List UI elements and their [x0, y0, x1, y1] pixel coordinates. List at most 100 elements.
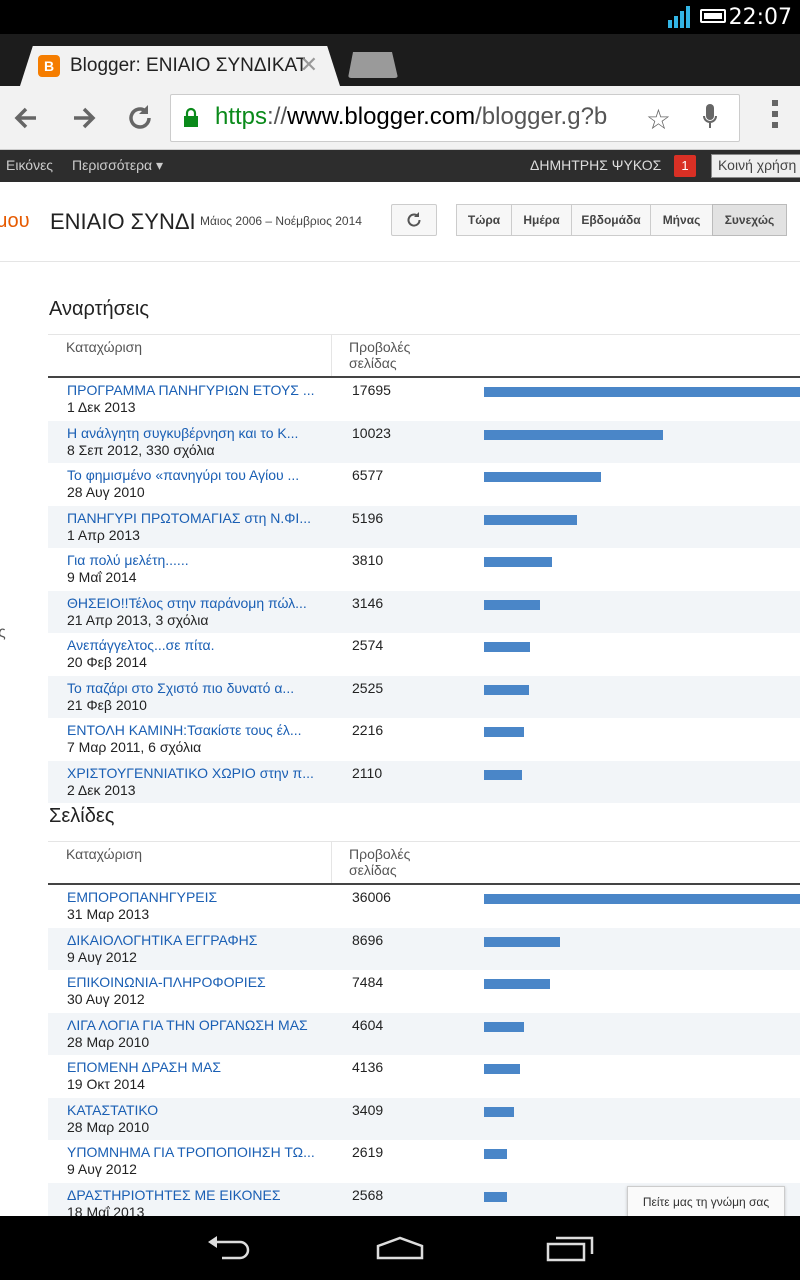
sidebar-fragment: ς [0, 624, 6, 641]
entry-link[interactable]: Το φημισμένο «πανηγύρι του Αγίου ... [67, 467, 300, 483]
entry-meta: 28 Μαρ 2010 [67, 1118, 150, 1135]
views-bar [484, 1106, 514, 1117]
entry-views: 2110 [352, 764, 383, 781]
entry-link[interactable]: Η ανάλγητη συγκυβέρνηση και το Κ... [67, 424, 299, 441]
views-bar [484, 1064, 520, 1074]
address-bar[interactable]: https://www.blogger.com/blogger.g?b ☆ [170, 94, 740, 142]
overflow-menu-icon[interactable] [770, 100, 780, 134]
tab-strip: B Blogger: ΕΝΙΑΙΟ ΣΥΝΔΙΚΑΤ ✕ [0, 34, 800, 86]
bookmark-star-icon[interactable]: ☆ [645, 104, 671, 135]
date-range: Μάιος 2006 – Νοέμβριος 2014 [200, 214, 362, 228]
entry-link[interactable]: ΚΑΤΑΣΤΑΤΙΚΟ [67, 1101, 159, 1118]
entry-link[interactable]: ΧΡΙΣΤΟΥΓΕΝΝΙΑΤΙΚΟ ΧΩΡΙΟ στην π... [67, 764, 314, 781]
status-bar: 22:07 [0, 0, 800, 34]
entry-views: 5196 [352, 509, 384, 526]
views-bar [484, 894, 800, 904]
entry-views: 36006 [352, 889, 391, 905]
entry-meta: 9 Μαΐ 2014 [67, 569, 137, 585]
entry-views: 10023 [352, 424, 391, 441]
entry-meta: 2 Δεκ 2013 [67, 781, 136, 798]
entry-views: 7484 [352, 974, 384, 990]
views-bar [484, 599, 540, 610]
google-bar: Εικόνες Περισσότερα ▾ ΔΗΜΗΤΡΗΣ ΨΥΚΟΣ 1 Κ… [0, 150, 800, 182]
brand-fragment: μου [0, 210, 30, 232]
entry-link[interactable]: Για πολύ μελέτη...... [67, 552, 189, 568]
entry-views: 8696 [352, 931, 384, 948]
tab-close-icon[interactable]: ✕ [299, 52, 318, 77]
user-name[interactable]: ΔΗΜΗΤΡΗΣ ΨΥΚΟΣ [530, 157, 662, 173]
entry-meta: 28 Μαρ 2010 [67, 1033, 150, 1050]
table-row: ΛΙΓΑ ΛΟΓΙΑ ΓΙΑ ΤΗΝ ΟΡΓΑΝΩΣΗ ΜΑΣ 28 Μαρ 20… [48, 1012, 800, 1055]
table-row: Η ανάλγητη συγκυβέρνηση και το Κ... 8 Σεπ… [48, 420, 800, 463]
microphone-icon[interactable] [703, 104, 717, 132]
time-button-week[interactable]: Εβδομάδα [571, 204, 651, 236]
column-views: Προβολές σελίδας [349, 846, 411, 878]
entry-meta: 1 Απρ 2013 [67, 526, 140, 543]
entry-link[interactable]: ΥΠΟΜΝΗΜΑ ΓΙΑ ΤΡΟΠΟΠΟΙΗΣΗ ΤΩ... [67, 1144, 315, 1160]
entry-link[interactable]: Ανεπάγγελτος...σε πίτα. [67, 637, 215, 653]
time-button-all[interactable]: Συνεχώς [712, 204, 787, 236]
table-row: ΔΙΚΑΙΟΛΟΓΗΤΙΚΑ ΕΓΓΡΑΦΗΣ 9 Αυγ 2012 8696 [48, 927, 800, 970]
views-bar [484, 936, 560, 947]
views-bar [484, 472, 601, 482]
entry-link[interactable]: ΕΠΟΜΕΝΗ ΔΡΑΣΗ ΜΑΣ [67, 1059, 221, 1075]
browser-tab[interactable]: B Blogger: ΕΝΙΑΙΟ ΣΥΝΔΙΚΑΤ ✕ [20, 46, 340, 86]
more-link[interactable]: Περισσότερα ▾ [72, 157, 164, 173]
entry-link[interactable]: ΘΗΣΕΙΟ!!Τέλος στην παράνομη πώλ... [67, 594, 307, 611]
table-row: ΚΑΤΑΣΤΑΤΙΚΟ 28 Μαρ 2010 3409 [48, 1097, 800, 1140]
new-tab-button[interactable] [348, 52, 398, 78]
forward-arrow-icon[interactable] [68, 102, 100, 134]
entry-views: 2216 [352, 722, 384, 738]
android-nav-bar [0, 1216, 800, 1280]
entry-meta: 19 Οκτ 2014 [67, 1076, 145, 1092]
entry-link[interactable]: ΔΡΑΣΤΗΡΙΟΤΗΤΕΣ ΜΕ ΕΙΚΟΝΕΣ [67, 1186, 281, 1203]
images-link[interactable]: Εικόνες [6, 157, 54, 173]
views-bar [484, 684, 529, 695]
entry-link[interactable]: ΕΝΤΟΛΗ ΚΑΜΙΝΗ:Τσακίστε τους έλ... [67, 722, 302, 738]
entry-link[interactable]: ΔΙΚΑΙΟΛΟΓΗΤΙΚΑ ΕΓΓΡΑΦΗΣ [67, 931, 258, 948]
table-row: ΕΝΤΟΛΗ ΚΑΜΙΝΗ:Τσακίστε τους έλ... 7 Μαρ 2… [48, 718, 800, 760]
table-row: ΧΡΙΣΤΟΥΓΕΝΝΙΑΤΙΚΟ ΧΩΡΙΟ στην π... 2 Δεκ 2… [48, 760, 800, 803]
table-row: ΘΗΣΕΙΟ!!Τέλος στην παράνομη πώλ... 21 Απρ… [48, 590, 800, 633]
table-row: ΕΜΠΟΡΟΠΑΝΗΓΥΡΕΙΣ 31 Μαρ 2013 36006 [48, 885, 800, 927]
entry-meta: 21 Απρ 2013, 3 σχόλια [67, 611, 209, 628]
pages-table-header: Καταχώριση Προβολές σελίδας [48, 841, 800, 885]
views-bar [484, 514, 577, 525]
time-button-now[interactable]: Τώρα [456, 204, 512, 236]
refresh-button[interactable] [391, 204, 437, 236]
feedback-button[interactable]: Πείτε μας τη γνώμη σας [627, 1186, 785, 1218]
recent-apps-icon[interactable] [546, 1234, 594, 1262]
entry-views: 2568 [352, 1186, 384, 1203]
back-nav-icon[interactable] [206, 1236, 254, 1260]
entry-link[interactable]: ΠΑΝΗΓΥΡΙ ΠΡΩΤΟΜΑΓΙΑΣ στη Ν.ΦΙ... [67, 509, 311, 526]
notifications-badge[interactable]: 1 [674, 155, 696, 177]
table-row: Για πολύ μελέτη...... 9 Μαΐ 2014 3810 [48, 548, 800, 590]
entry-meta: 30 Αυγ 2012 [67, 991, 145, 1007]
entry-link[interactable]: ΛΙΓΑ ΛΟΓΙΑ ΓΙΑ ΤΗΝ ΟΡΓΑΝΩΣΗ ΜΑΣ [67, 1016, 308, 1033]
entry-views: 3146 [352, 594, 384, 611]
reload-icon[interactable] [124, 102, 156, 134]
entry-meta: 1 Δεκ 2013 [67, 399, 136, 415]
entry-link[interactable]: ΠΡΟΓΡΑΜΜΑ ΠΑΝΗΓΥΡΙΩΝ ΕΤΟΥΣ ... [67, 382, 315, 398]
entry-views: 6577 [352, 467, 384, 483]
time-button-month[interactable]: Μήνας [650, 204, 713, 236]
views-bar [484, 727, 524, 737]
back-arrow-icon[interactable] [10, 102, 42, 134]
entry-link[interactable]: ΕΜΠΟΡΟΠΑΝΗΓΥΡΕΙΣ [67, 889, 218, 905]
table-row: ΥΠΟΜΝΗΜΑ ΓΙΑ ΤΡΟΠΟΠΟΙΗΣΗ ΤΩ... 9 Αυγ 2012… [48, 1140, 800, 1182]
home-nav-icon[interactable] [374, 1236, 426, 1260]
views-bar [484, 642, 530, 652]
url-text: https://www.blogger.com/blogger.g?b [215, 103, 608, 130]
share-button[interactable]: Κοινή χρήση [711, 154, 800, 178]
blog-name: ΕΝΙΑΙΟ ΣΥΝΔΙ [50, 209, 196, 234]
table-row: Ανεπάγγελτος...σε πίτα. 20 Φεβ 2014 2574 [48, 633, 800, 675]
entry-link[interactable]: Το παζάρι στο Σχιστό πιο δυνατό α... [67, 679, 295, 696]
entry-views: 17695 [352, 382, 391, 398]
entry-link[interactable]: ΕΠΙΚΟΙΝΩΝΙΑ-ΠΛΗΡΟΦΟΡΙΕΣ [67, 974, 266, 990]
entry-meta: 21 Φεβ 2010 [67, 696, 147, 713]
table-row: ΕΠΙΚΟΙΝΩΝΙΑ-ΠΛΗΡΟΦΟΡΙΕΣ 30 Αυγ 2012 7484 [48, 970, 800, 1012]
table-row: ΠΡΟΓΡΑΜΜΑ ΠΑΝΗΓΥΡΙΩΝ ΕΤΟΥΣ ... 1 Δεκ 2013… [48, 378, 800, 420]
battery-icon [700, 9, 726, 23]
time-button-day[interactable]: Ημέρα [511, 204, 572, 236]
views-bar [484, 769, 522, 780]
